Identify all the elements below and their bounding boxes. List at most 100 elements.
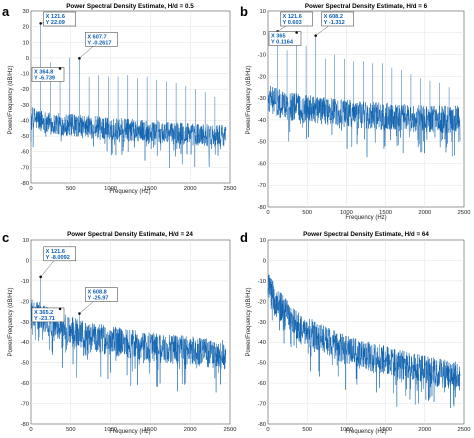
chart-title: Power Spectral Density Estimate, H/d = 6… (303, 231, 429, 238)
y-tick-label: -60 (21, 381, 29, 387)
psd-series (267, 31, 461, 158)
y-tick-label: -30 (21, 320, 29, 326)
chart-title: Power Spectral Density Estimate, H/d = 0… (66, 3, 194, 10)
panel-b: b Power Spectral Density Estimate, H/d =… (240, 3, 470, 221)
chart-title: Power Spectral Density Estimate, H/d = 6 (305, 3, 428, 10)
datatip-box (85, 287, 118, 302)
y-tick-label: -60 (258, 161, 266, 167)
datatip-marker (314, 34, 317, 37)
panel-letter: c (2, 230, 9, 245)
x-tick-label: 2500 (224, 427, 237, 433)
datatip-x: X 365 (271, 34, 286, 40)
datatip-x: X 607.7 (87, 34, 106, 40)
x-tick-label: 2000 (418, 210, 431, 216)
panel-letter: a (2, 4, 10, 19)
datatip-y: Y -23.71 (34, 316, 55, 322)
datatip-box (31, 67, 65, 82)
y-axis-label: Power/Frequency (dB/Hz) (246, 287, 252, 356)
y-tick-label: -20 (258, 74, 266, 80)
y-tick-label: -20 (21, 87, 29, 93)
psd-series (267, 274, 461, 409)
y-tick-label: 20 (23, 25, 29, 31)
datatip-y: Y 0.603 (283, 20, 302, 26)
panel-c: c Power Spectral Density Estimate, H/d =… (2, 230, 236, 435)
datatip-y: Y -8.0092 (46, 255, 70, 261)
x-tick-label: 500 (66, 427, 76, 433)
y-tick-label: 0 (26, 258, 29, 264)
y-tick-label: -80 (258, 422, 266, 428)
datatip-box (43, 11, 76, 27)
y-tick-label: 0 (263, 258, 266, 264)
y-tick-label: -80 (21, 181, 29, 187)
y-tick-label: -50 (21, 134, 29, 140)
y-tick-label: -80 (21, 422, 29, 428)
datatip-x: X 121.6 (46, 249, 65, 255)
y-tick-label: -50 (258, 140, 266, 146)
x-tick-label: 2000 (418, 427, 431, 433)
y-tick-label: -60 (258, 381, 266, 387)
y-tick-label: -20 (258, 299, 266, 305)
x-tick-label: 500 (66, 186, 76, 192)
x-tick-label: 0 (266, 427, 269, 433)
x-axis-label: Frequency (Hz) (109, 189, 150, 195)
datatip-box (85, 32, 118, 47)
datatips: X 121.6Y 22.09 X 364.8Y -6.739 X 607.7Y -0… (31, 11, 118, 82)
y-axis-label: Power/Frequency (dB/Hz) (8, 287, 14, 356)
datatip-y: Y -6.739 (34, 75, 55, 81)
datatip-y: Y -1.312 (324, 20, 345, 26)
y-tick-label: -80 (258, 205, 266, 211)
y-tick-label: -50 (258, 361, 266, 367)
plot-area (30, 10, 231, 184)
y-ticks: -80 -70 -60 -50 -40 -30 -20 -10 0 10 (21, 238, 29, 428)
x-tick-label: 500 (302, 210, 312, 216)
x-tick-label: 1500 (379, 427, 392, 433)
y-tick-label: 10 (23, 40, 29, 46)
y-tick-label: -60 (21, 150, 29, 156)
y-tick-label: -40 (258, 340, 266, 346)
psd-series (30, 276, 227, 393)
datatip-marker (39, 275, 42, 279)
x-tick-label: 0 (29, 427, 32, 433)
y-tick-label: -30 (258, 96, 266, 102)
y-tick-label: 10 (260, 9, 266, 15)
x-tick-label: 2000 (184, 427, 197, 433)
plot-area (30, 239, 231, 425)
x-tick-label: 1500 (144, 427, 157, 433)
x-axis-label: Frequency (Hz) (345, 429, 386, 435)
datatip-y: Y 0.1164 (271, 40, 294, 46)
y-tick-label: -70 (21, 402, 29, 408)
x-tick-label: 2500 (224, 186, 237, 192)
x-ticks: 0 500 1000 1500 2000 2500 (29, 186, 236, 192)
x-tick-label: 500 (302, 427, 312, 433)
y-tick-label: 0 (263, 31, 266, 37)
x-tick-label: 1500 (379, 210, 392, 216)
x-tick-label: 2500 (458, 210, 471, 216)
datatip-marker (58, 67, 62, 70)
y-tick-label: -10 (21, 72, 29, 78)
y-tick-label: -30 (258, 320, 266, 326)
datatip-box (31, 307, 65, 323)
datatip-box (280, 11, 313, 27)
datatip-x: X 364.8 (34, 69, 53, 75)
x-tick-label: 0 (29, 186, 32, 192)
grid (31, 11, 230, 183)
panel-a: a Power Spectral Density Estimate, H/d =… (2, 3, 236, 195)
x-ticks: 0 500 1000 1500 2000 2500 (266, 210, 470, 216)
y-tick-label: -70 (21, 165, 29, 171)
datatip-box (268, 31, 302, 46)
y-ticks: -80 -70 -60 -50 -40 -30 -20 -10 0 10 (258, 9, 266, 211)
y-axis-label: Power/Frequency (dB/Hz) (246, 65, 252, 134)
datatip-x: X 121.6 (283, 14, 302, 20)
y-tick-label: -50 (21, 361, 29, 367)
x-tick-label: 2000 (184, 186, 197, 192)
y-axis-label: Power/Frequency (dB/Hz) (8, 65, 14, 134)
y-tick-label: 10 (260, 238, 266, 244)
datatip-marker (78, 57, 81, 60)
y-tick-label: -40 (21, 340, 29, 346)
y-tick-label: 10 (23, 238, 29, 244)
panel-letter: d (240, 230, 248, 245)
x-tick-label: 1000 (340, 210, 353, 216)
y-tick-label: 0 (26, 56, 29, 62)
